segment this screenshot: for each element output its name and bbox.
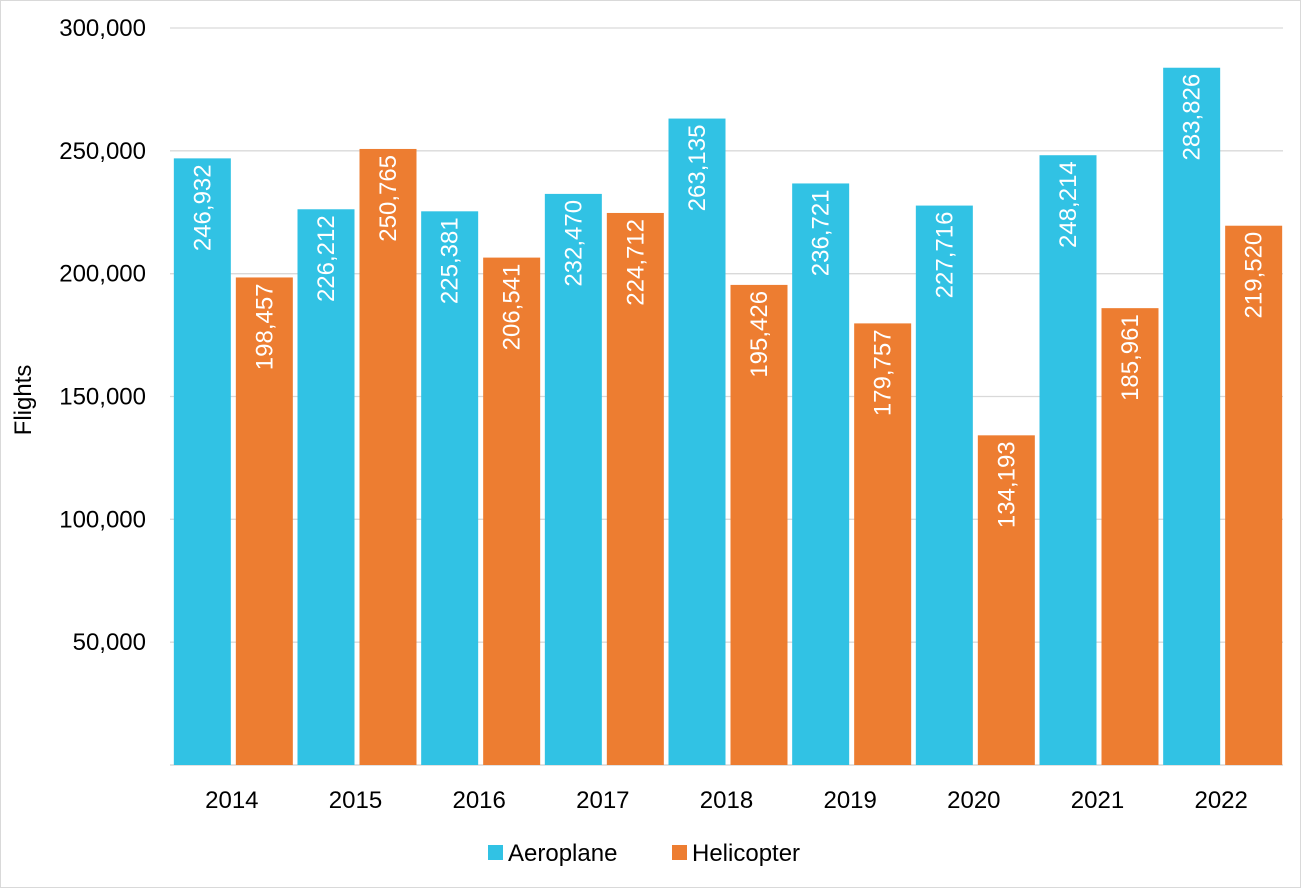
legend: Aeroplane Helicopter — [488, 840, 800, 867]
bar-helicopter-2017 — [606, 212, 664, 765]
data-label: 232,470 — [560, 200, 587, 287]
data-label: 225,381 — [437, 217, 464, 304]
bar-aeroplane-2014 — [173, 158, 231, 766]
data-label: 224,712 — [622, 219, 649, 306]
legend-swatch-helicopter — [672, 845, 687, 860]
data-label: 179,757 — [870, 329, 897, 416]
bar-helicopter-2022 — [1225, 225, 1283, 766]
y-tick-label: 50,000 — [73, 629, 146, 656]
data-label: 219,520 — [1241, 232, 1268, 319]
data-label: 206,541 — [499, 264, 526, 351]
bar-aeroplane-2022 — [1163, 67, 1221, 765]
gridlines — [170, 27, 1283, 766]
bar-aeroplane-2021 — [1039, 155, 1097, 765]
data-label: 227,716 — [931, 212, 958, 299]
bar-helicopter-2019 — [854, 323, 912, 765]
bar-aeroplane-2017 — [544, 193, 602, 766]
bar-aeroplane-2020 — [915, 205, 973, 765]
legend-label-aeroplane: Aeroplane — [508, 840, 617, 867]
x-tick-label: 2015 — [329, 787, 382, 814]
axis-ticks: 50,000 100,000 150,000 200,000 250,000 300,00… — [59, 15, 1248, 814]
data-label: 134,193 — [993, 441, 1020, 528]
x-tick-label: 2016 — [452, 787, 505, 814]
bar-aeroplane-2019 — [792, 183, 850, 765]
data-label: 283,826 — [1179, 74, 1206, 161]
data-label: 195,426 — [746, 291, 773, 378]
y-tick-label: 150,000 — [59, 384, 146, 411]
y-tick-label: 250,000 — [59, 138, 146, 165]
bar-helicopter-2021 — [1101, 308, 1159, 765]
bar-helicopter-2018 — [730, 284, 788, 765]
y-tick-label: 200,000 — [59, 261, 146, 288]
y-tick-label: 100,000 — [59, 506, 146, 533]
bar-helicopter-2016 — [483, 257, 541, 765]
x-tick-label: 2014 — [205, 787, 258, 814]
data-label: 263,135 — [684, 125, 711, 212]
bar-helicopter-2015 — [359, 148, 417, 765]
bars: 246,932 198,457 226,212 250,765 225,381 206,5… — [173, 67, 1283, 766]
x-tick-label: 2022 — [1194, 787, 1247, 814]
y-tick-label: 300,000 — [59, 15, 146, 42]
data-label: 185,961 — [1117, 314, 1144, 401]
x-tick-label: 2021 — [1071, 787, 1124, 814]
bar-aeroplane-2016 — [421, 211, 479, 765]
bar-helicopter-2014 — [235, 277, 293, 765]
legend-swatch-aeroplane — [488, 845, 503, 860]
y-axis-label: Flights — [10, 365, 37, 436]
x-tick-label: 2019 — [823, 787, 876, 814]
data-label: 246,932 — [189, 164, 216, 251]
data-label: 198,457 — [251, 283, 278, 370]
x-tick-label: 2020 — [947, 787, 1000, 814]
x-tick-label: 2018 — [700, 787, 753, 814]
legend-label-helicopter: Helicopter — [692, 840, 800, 867]
data-label: 226,212 — [313, 215, 340, 302]
bar-aeroplane-2018 — [668, 118, 726, 766]
data-label: 250,765 — [375, 155, 402, 242]
data-label: 248,214 — [1055, 161, 1082, 248]
bar-aeroplane-2015 — [297, 209, 355, 765]
x-tick-label: 2017 — [576, 787, 629, 814]
bar-helicopter-2020 — [977, 435, 1035, 765]
data-label: 236,721 — [808, 189, 835, 276]
